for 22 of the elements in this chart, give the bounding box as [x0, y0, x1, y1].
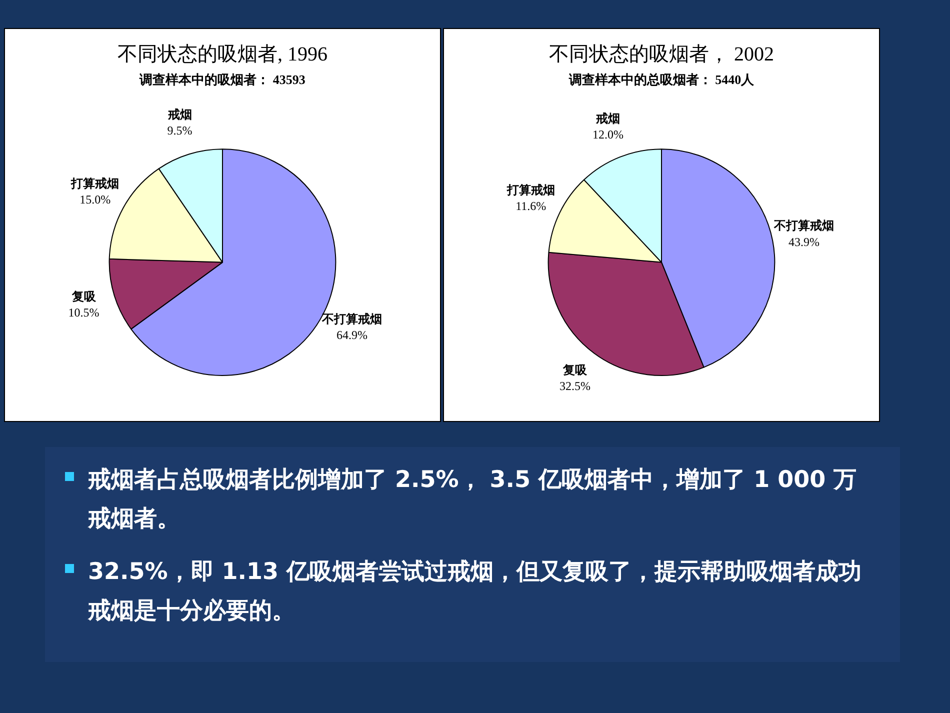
slice-label: 打算戒烟 — [70, 176, 120, 191]
chart-title: 不同状态的吸烟者， 2002 — [549, 43, 774, 66]
slice-label: 不打算戒烟 — [773, 218, 834, 233]
slice-label: 复吸 — [562, 363, 588, 378]
slice-label: 打算戒烟 — [506, 182, 555, 197]
data-label: 12.0% — [592, 127, 624, 142]
text: 戒烟者占总吸烟者比例增加了 2.5%， 3.5 亿吸烟者中，增加了 1 000 万戒烟者。 — [88, 466, 858, 534]
data-label: 9.5% — [167, 124, 192, 138]
data-label: 11.6% — [516, 198, 546, 213]
chart-title: 不同状态的吸烟者, 1996 — [118, 43, 328, 66]
text: 32.5%，即 1.13 亿吸烟者尝试过戒烟，但又复吸了，提示帮助吸烟者成功戒烟是十分必要的。 — [88, 558, 863, 626]
data-label: 43.9% — [788, 234, 820, 249]
data-label: 64.9% — [336, 328, 368, 342]
data-label: 32.5% — [560, 379, 591, 394]
slice-label: 戒烟 — [166, 108, 192, 122]
data-label: 10.5% — [68, 305, 100, 320]
slice-label: 戒烟 — [595, 111, 620, 126]
slice-label: 复吸 — [70, 289, 97, 304]
chart-subtitle: 调查样本中的总吸烟者： 5440人 — [568, 72, 756, 88]
slice-label: 不打算戒烟 — [320, 312, 382, 326]
data-label: 15.0% — [80, 192, 111, 207]
chart-subtitle: 调查样本中的吸烟者： 43593 — [138, 72, 306, 88]
